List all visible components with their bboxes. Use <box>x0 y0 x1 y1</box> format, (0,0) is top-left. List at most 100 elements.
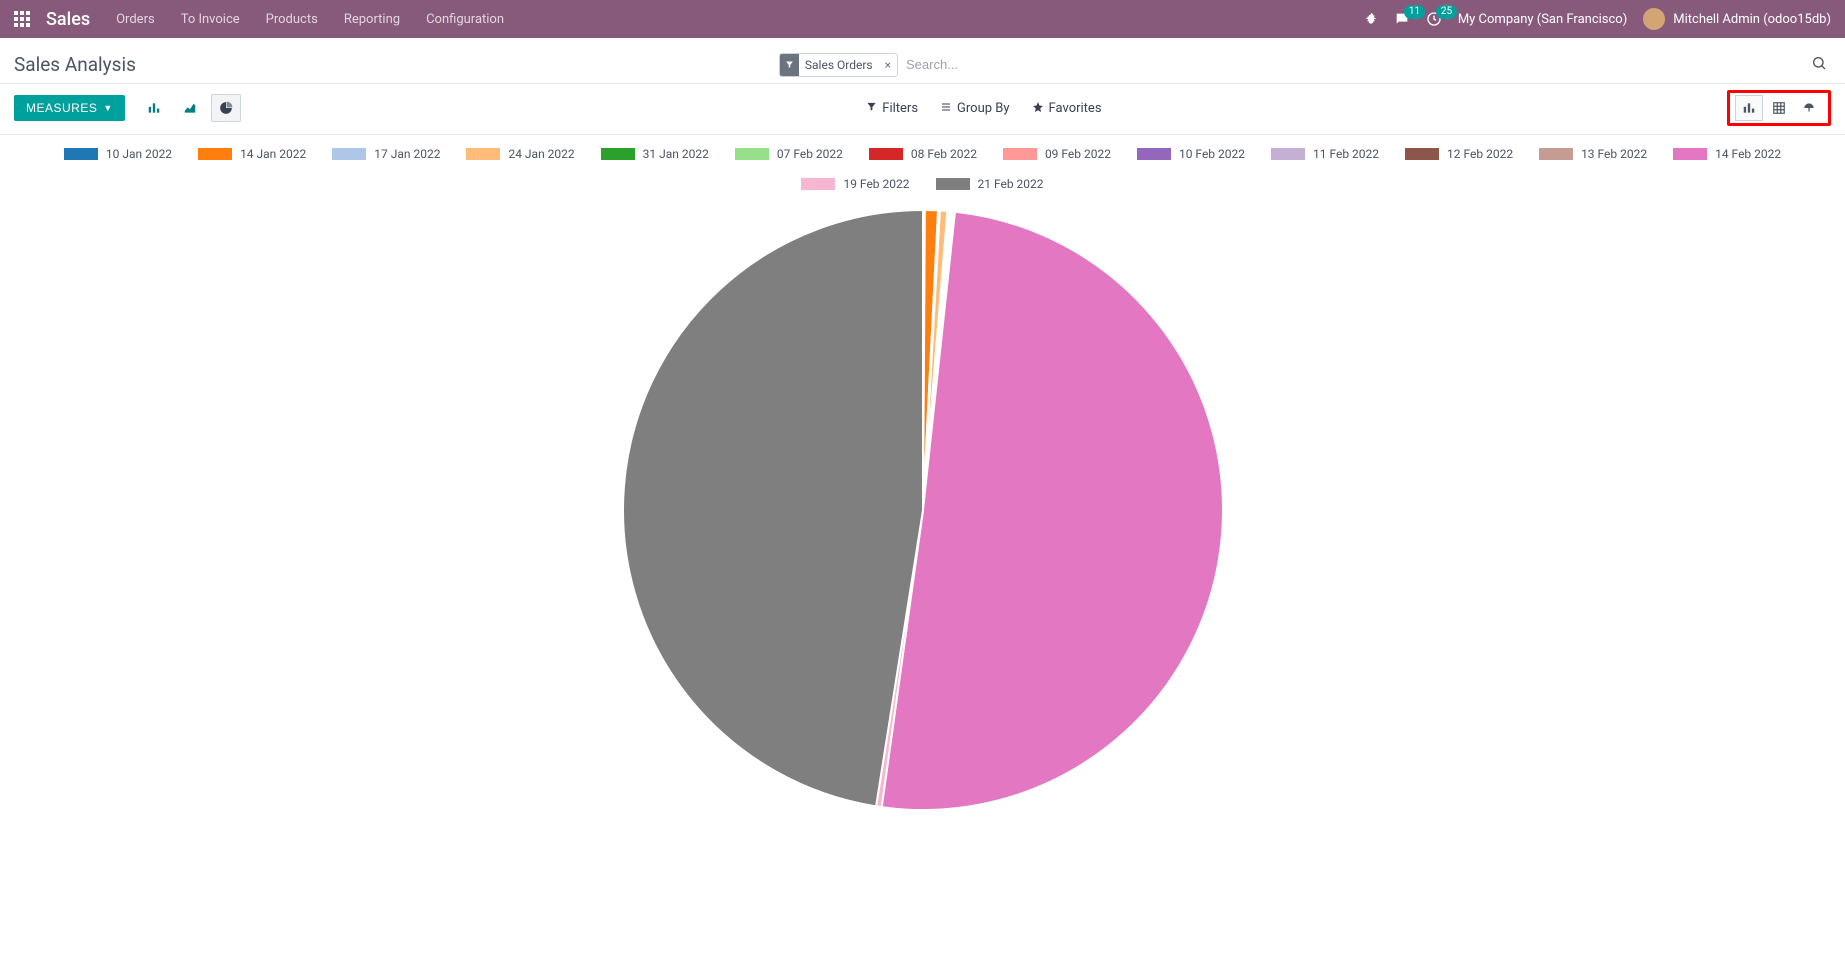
graph-view-button[interactable] <box>1735 95 1763 121</box>
legend-swatch <box>332 148 366 160</box>
chart-legend: 10 Jan 2022 14 Jan 2022 17 Jan 2022 24 Jan … <box>0 135 1845 199</box>
legend-swatch <box>869 148 903 160</box>
measures-label: MEASURES <box>26 101 97 115</box>
legend-swatch <box>1137 148 1171 160</box>
legend-swatch <box>198 148 232 160</box>
legend-swatch <box>1673 148 1707 160</box>
favorites-dropdown[interactable]: Favorites <box>1032 101 1102 116</box>
debug-icon[interactable] <box>1364 12 1378 26</box>
avatar <box>1643 8 1665 30</box>
activities-badge: 25 <box>1436 5 1457 19</box>
legend-label: 11 Feb 2022 <box>1313 147 1379 161</box>
breadcrumb-search-row: Sales Analysis Sales Orders × <box>0 38 1845 84</box>
legend-item[interactable]: 09 Feb 2022 <box>1003 147 1111 161</box>
legend-label: 09 Feb 2022 <box>1045 147 1111 161</box>
chart-area <box>0 199 1845 835</box>
groupby-dropdown[interactable]: Group By <box>940 101 1010 116</box>
legend-swatch <box>1539 148 1573 160</box>
toolbar-row: MEASURES ▼ Filters Group By <box>0 84 1845 135</box>
legend-item[interactable]: 13 Feb 2022 <box>1539 147 1647 161</box>
legend-swatch <box>1405 148 1439 160</box>
legend-swatch <box>801 178 835 190</box>
list-icon <box>940 101 952 116</box>
legend-label: 12 Feb 2022 <box>1447 147 1513 161</box>
legend-swatch <box>1271 148 1305 160</box>
search-filter-chip: Sales Orders × <box>779 53 898 77</box>
pie-slice[interactable] <box>622 210 922 806</box>
view-switcher <box>1727 90 1831 126</box>
legend-label: 14 Feb 2022 <box>1715 147 1781 161</box>
page-title: Sales Analysis <box>14 53 136 76</box>
nav-link-to-invoice[interactable]: To Invoice <box>181 12 240 27</box>
legend-label: 24 Jan 2022 <box>508 147 574 161</box>
bar-chart-button[interactable] <box>139 94 169 122</box>
legend-item[interactable]: 10 Jan 2022 <box>64 147 172 161</box>
legend-swatch <box>936 178 970 190</box>
legend-item[interactable]: 08 Feb 2022 <box>869 147 977 161</box>
company-selector[interactable]: My Company (San Francisco) <box>1458 12 1627 27</box>
legend-swatch <box>1003 148 1037 160</box>
search-icon[interactable] <box>1807 55 1831 75</box>
legend-item[interactable]: 14 Feb 2022 <box>1673 147 1781 161</box>
legend-item[interactable]: 19 Feb 2022 <box>801 177 909 191</box>
chip-remove-icon[interactable]: × <box>879 58 897 72</box>
legend-swatch <box>735 148 769 160</box>
filters-dropdown[interactable]: Filters <box>866 101 918 116</box>
search-input[interactable] <box>904 54 1164 75</box>
center-controls: Filters Group By Favorites <box>866 101 1101 116</box>
apps-grid-icon[interactable] <box>14 11 30 27</box>
user-menu[interactable]: Mitchell Admin (odoo15db) <box>1643 8 1831 30</box>
legend-item[interactable]: 12 Feb 2022 <box>1405 147 1513 161</box>
legend-label: 08 Feb 2022 <box>911 147 977 161</box>
messages-icon[interactable]: 11 <box>1394 11 1410 27</box>
pie-chart-button[interactable] <box>211 94 241 122</box>
legend-label: 10 Jan 2022 <box>106 147 172 161</box>
search-area: Sales Orders × <box>779 53 1164 77</box>
chart-type-group <box>139 94 241 122</box>
activities-icon[interactable]: 25 <box>1426 11 1442 27</box>
legend-item[interactable]: 07 Feb 2022 <box>735 147 843 161</box>
top-nav-left: Sales Orders To Invoice Products Reporti… <box>14 9 504 30</box>
legend-label: 19 Feb 2022 <box>843 177 909 191</box>
measures-button[interactable]: MEASURES ▼ <box>14 95 125 121</box>
legend-swatch <box>466 148 500 160</box>
caret-down-icon: ▼ <box>103 103 112 113</box>
chip-label: Sales Orders <box>799 58 879 72</box>
star-icon <box>1032 101 1044 116</box>
legend-item[interactable]: 31 Jan 2022 <box>601 147 709 161</box>
top-nav: Sales Orders To Invoice Products Reporti… <box>0 0 1845 38</box>
user-name: Mitchell Admin (odoo15db) <box>1673 12 1831 27</box>
funnel-icon <box>780 54 799 76</box>
dashboard-view-button[interactable] <box>1795 95 1823 121</box>
legend-label: 31 Jan 2022 <box>643 147 709 161</box>
app-brand[interactable]: Sales <box>46 9 90 30</box>
legend-swatch <box>601 148 635 160</box>
legend-label: 17 Jan 2022 <box>374 147 440 161</box>
nav-link-configuration[interactable]: Configuration <box>426 12 504 27</box>
pie-chart <box>618 205 1228 815</box>
nav-link-products[interactable]: Products <box>266 12 318 27</box>
legend-item[interactable]: 10 Feb 2022 <box>1137 147 1245 161</box>
legend-item[interactable]: 21 Feb 2022 <box>936 177 1044 191</box>
messages-badge: 11 <box>1404 5 1425 19</box>
filters-label: Filters <box>882 101 918 116</box>
nav-links: Orders To Invoice Products Reporting Con… <box>116 12 504 27</box>
legend-label: 13 Feb 2022 <box>1581 147 1647 161</box>
line-chart-button[interactable] <box>175 94 205 122</box>
legend-item[interactable]: 24 Jan 2022 <box>466 147 574 161</box>
funnel-icon <box>866 101 877 115</box>
favorites-label: Favorites <box>1049 101 1102 116</box>
nav-link-orders[interactable]: Orders <box>116 12 155 27</box>
groupby-label: Group By <box>957 101 1010 116</box>
legend-item[interactable]: 11 Feb 2022 <box>1271 147 1379 161</box>
legend-label: 14 Jan 2022 <box>240 147 306 161</box>
legend-label: 21 Feb 2022 <box>978 177 1044 191</box>
top-nav-right: 11 25 My Company (San Francisco) Mitchel… <box>1364 8 1831 30</box>
legend-item[interactable]: 14 Jan 2022 <box>198 147 306 161</box>
legend-item[interactable]: 17 Jan 2022 <box>332 147 440 161</box>
legend-label: 07 Feb 2022 <box>777 147 843 161</box>
nav-link-reporting[interactable]: Reporting <box>344 12 400 27</box>
legend-swatch <box>64 148 98 160</box>
pivot-view-button[interactable] <box>1765 95 1793 121</box>
legend-label: 10 Feb 2022 <box>1179 147 1245 161</box>
